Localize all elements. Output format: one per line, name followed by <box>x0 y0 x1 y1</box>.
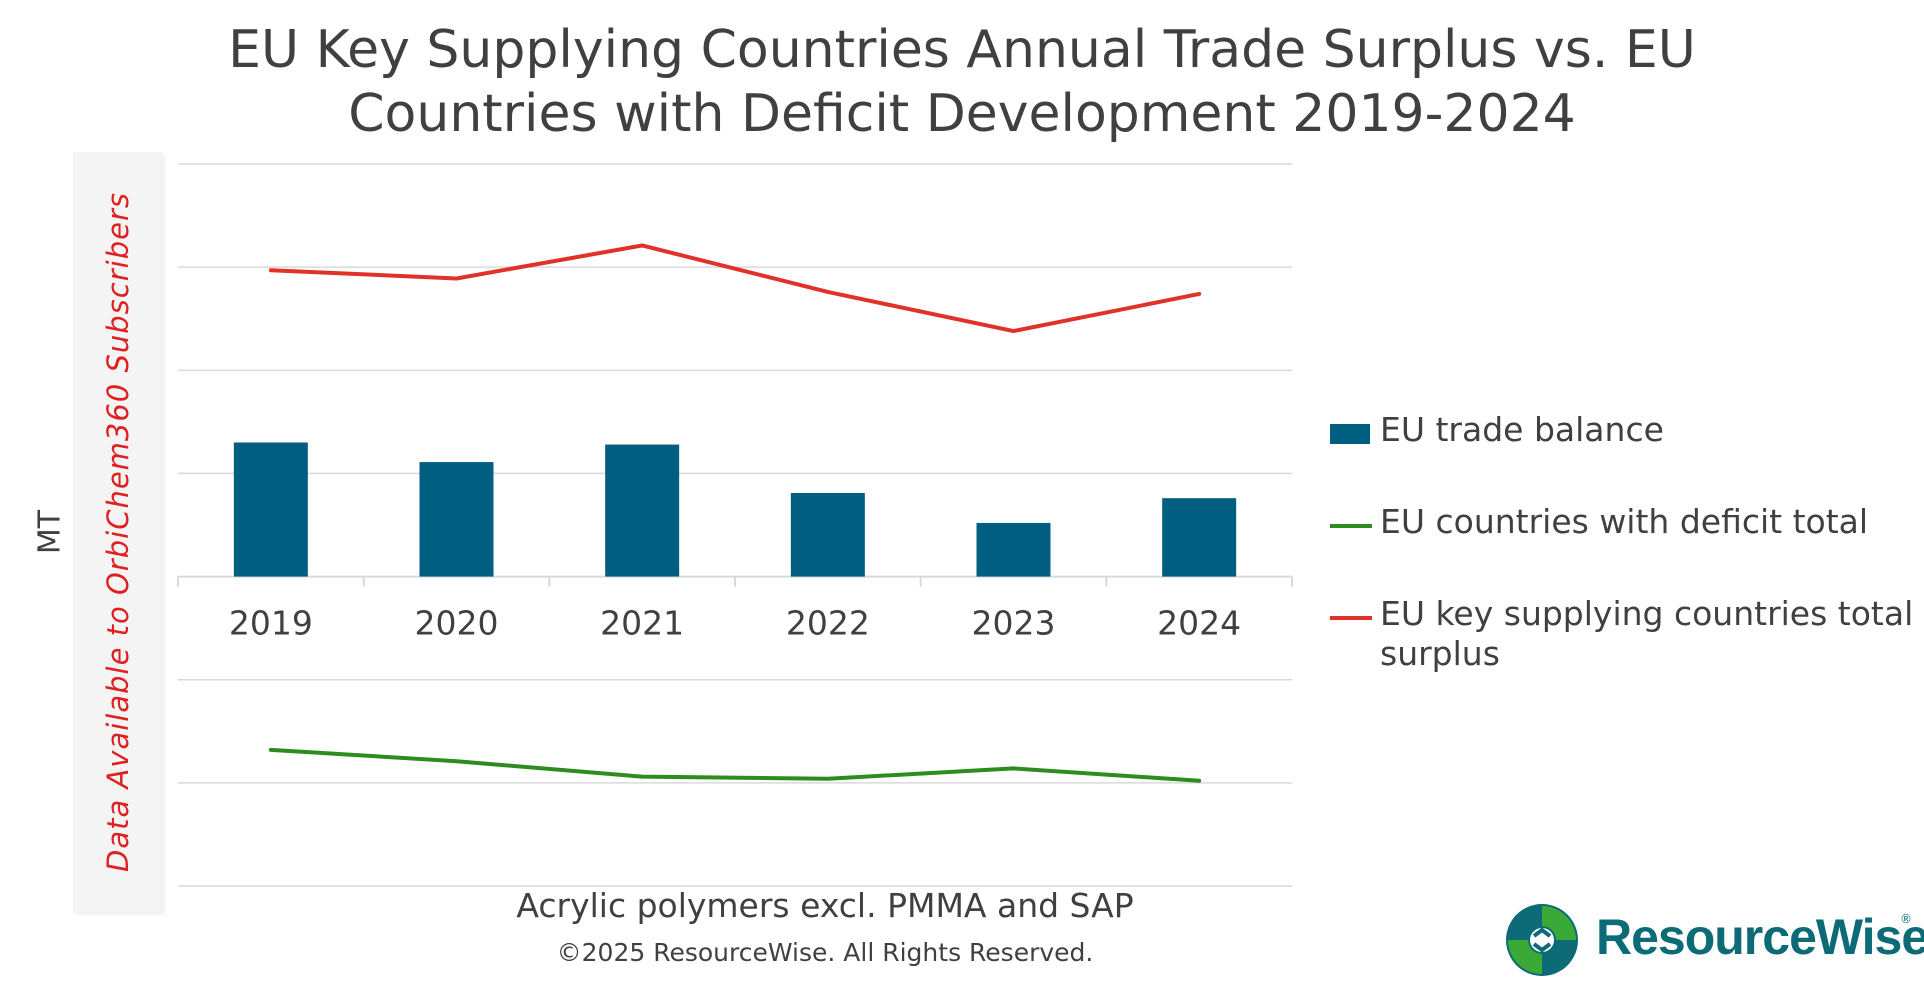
legend-swatch-green-line <box>1330 524 1372 528</box>
bar-trade-balance <box>790 493 865 577</box>
line-surplus-total <box>268 243 1202 334</box>
legend-item-deficit-total: EU countries with deficit total <box>1330 502 1920 542</box>
legend-label-surplus-total: EU key supplying countries total surplus <box>1380 594 1914 673</box>
legend-label-deficit-total: EU countries with deficit total <box>1380 502 1869 541</box>
logo-registered-mark: ® <box>1900 912 1912 926</box>
resourcewise-logo: ResourceWise ® <box>1502 900 1924 980</box>
copyright-notice: ©2025 ResourceWise. All Rights Reserved. <box>556 938 1094 967</box>
bar-trade-balance <box>976 522 1051 577</box>
resourcewise-logo-icon <box>1506 904 1578 976</box>
legend-swatch-red-line <box>1330 616 1372 620</box>
x-tick-label: 2020 <box>415 604 499 643</box>
x-tick-label: 2021 <box>600 604 684 643</box>
bar-trade-balance <box>605 444 680 577</box>
legend-item-trade-balance: EU trade balance <box>1330 410 1920 450</box>
bar-trade-balance <box>419 462 494 577</box>
legend-label-trade-balance: EU trade balance <box>1380 410 1664 449</box>
chart-title: EU Key Supplying Countries Annual Trade … <box>0 18 1924 146</box>
x-tick-label: 2023 <box>972 604 1056 643</box>
x-tick-label: 2024 <box>1157 604 1241 643</box>
legend-swatch-bar <box>1330 424 1370 444</box>
chart-title-line-1: EU Key Supplying Countries Annual Trade … <box>228 20 1696 80</box>
x-tick-label: 2019 <box>229 604 313 643</box>
chart-title-line-2: Countries with Deficit Development 2019-… <box>348 84 1576 144</box>
legend: EU trade balance EU countries with defic… <box>1330 410 1920 674</box>
legend-item-surplus-total: EU key supplying countries total surplus <box>1330 594 1920 674</box>
watermark-panel <box>73 152 162 912</box>
bar-trade-balance <box>233 442 308 577</box>
line-deficit-total <box>268 747 1202 783</box>
logo-wordmark: ResourceWise <box>1596 909 1924 965</box>
x-tick-label: 2022 <box>786 604 870 643</box>
bar-trade-balance <box>1162 498 1237 577</box>
chart-subtitle: Acrylic polymers excl. PMMA and SAP <box>516 886 1134 925</box>
